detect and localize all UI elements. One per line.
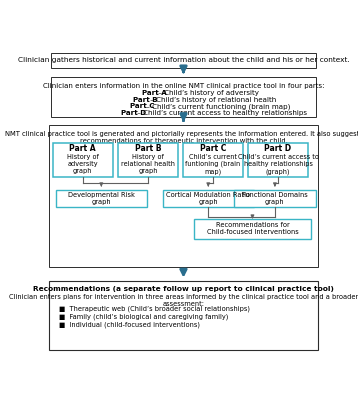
Text: Part A: Part A: [69, 144, 96, 153]
Bar: [194, 219, 311, 239]
Text: Clinician gathers historical and current information about the child and his or : Clinician gathers historical and current…: [18, 57, 349, 63]
Text: – Child’s current functioning (brain map): – Child’s current functioning (brain map…: [144, 104, 291, 110]
Text: ■  Therapeutic web (Child’s broader social relationships): ■ Therapeutic web (Child’s broader socia…: [59, 306, 251, 312]
Bar: [53, 144, 113, 177]
Text: History of
relational health
graph: History of relational health graph: [121, 154, 175, 174]
Text: – Child’s history of adversity: – Child’s history of adversity: [156, 90, 260, 96]
Text: Part B: Part B: [135, 144, 161, 153]
Text: Part C: Part C: [130, 104, 154, 110]
Text: Clinician enters information in the online NMT clinical practice tool in four pa: Clinician enters information in the onli…: [43, 83, 324, 89]
Text: Functional Domains
graph: Functional Domains graph: [242, 192, 308, 205]
Text: ■  Family (child’s biological and caregiving family): ■ Family (child’s biological and caregiv…: [59, 314, 229, 320]
Bar: [51, 77, 316, 117]
Text: Child’s current
funtioning (brain
map): Child’s current funtioning (brain map): [185, 154, 241, 175]
Bar: [163, 190, 254, 207]
Text: – Child’s current access to healthy relationships: – Child’s current access to healthy rela…: [135, 110, 308, 116]
Bar: [183, 144, 243, 177]
Text: Part D: Part D: [265, 144, 291, 153]
Text: Recommendations for
Child-focused Interventions: Recommendations for Child-focused Interv…: [207, 222, 298, 236]
Text: Recommendations (a separate follow up report to clinical practice tool): Recommendations (a separate follow up re…: [33, 286, 334, 292]
Bar: [51, 53, 316, 68]
Text: – Child’s history of relational health: – Child’s history of relational health: [147, 97, 276, 103]
Text: Child’s current access to
healthy relationships
(graph): Child’s current access to healthy relati…: [238, 154, 319, 174]
Text: Part C: Part C: [200, 144, 226, 153]
Bar: [55, 190, 147, 207]
Bar: [49, 125, 318, 268]
Text: NMT clinical practice tool is generated and pictorially represents the informati: NMT clinical practice tool is generated …: [5, 131, 358, 144]
Bar: [234, 190, 316, 207]
Bar: [248, 144, 308, 177]
Text: Part B: Part B: [133, 97, 158, 103]
Text: Clinician enters plans for intervention in three areas informed by the clinical : Clinician enters plans for intervention …: [9, 294, 358, 307]
Bar: [117, 144, 178, 177]
Text: Cortical Modulation Ratio
graph: Cortical Modulation Ratio graph: [166, 192, 250, 205]
Text: Developmental Risk
graph: Developmental Risk graph: [68, 192, 135, 205]
Text: History of
adversity
graph: History of adversity graph: [67, 154, 99, 174]
Text: Part A: Part A: [142, 90, 167, 96]
Text: Part D: Part D: [121, 110, 146, 116]
Bar: [49, 280, 318, 350]
Text: ■  Individual (child-focused interventions): ■ Individual (child-focused intervention…: [59, 321, 200, 328]
